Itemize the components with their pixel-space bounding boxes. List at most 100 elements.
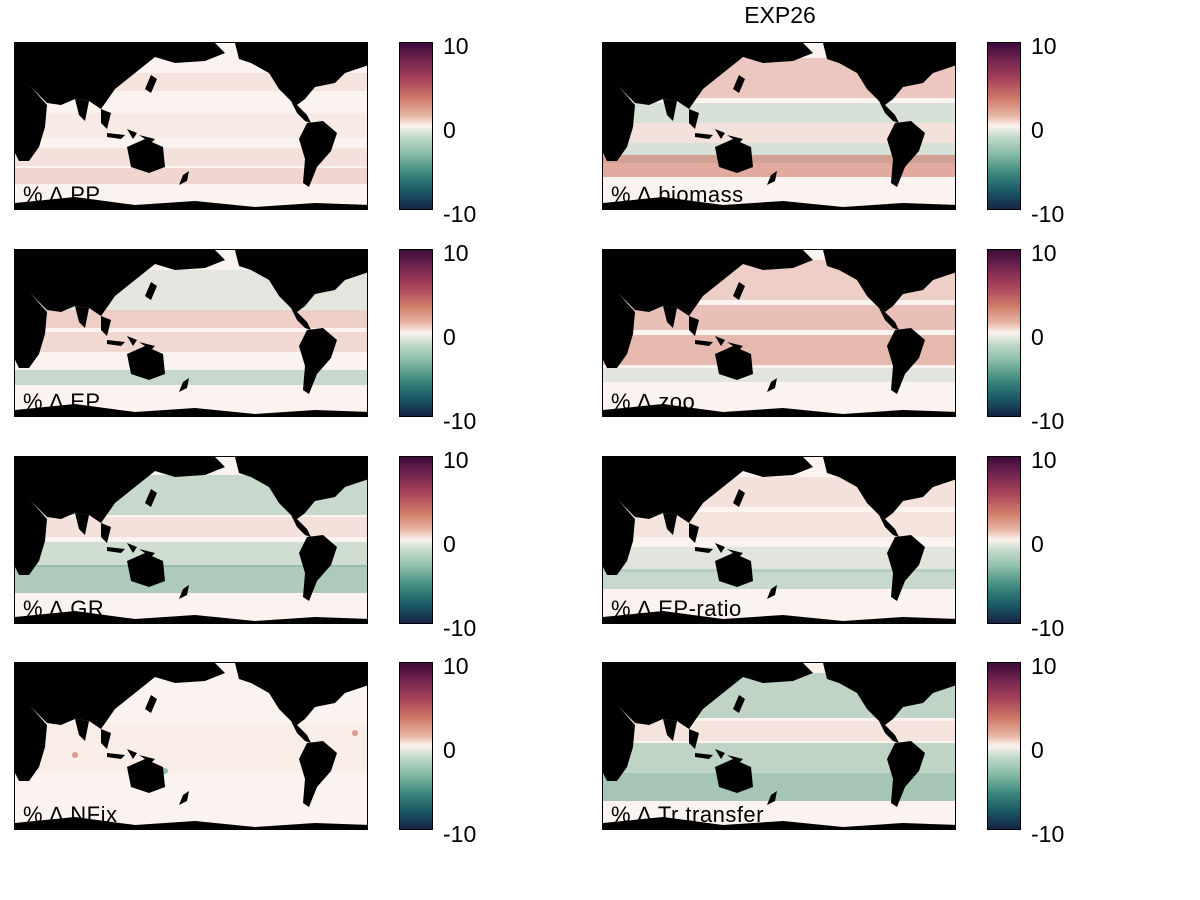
- landmass: [15, 43, 225, 109]
- map-canvas: [603, 663, 955, 829]
- colorbar-min-tick: -10: [1031, 201, 1065, 227]
- colorbar-mid-tick: 0: [443, 531, 456, 557]
- landmass: [933, 250, 955, 266]
- landmass: [299, 121, 337, 187]
- landmass: [15, 197, 367, 209]
- map-canvas: [603, 43, 955, 209]
- ocean-anomaly-spot: [72, 752, 78, 758]
- panel-label: % ∆ EP: [23, 389, 101, 414]
- landmass: [291, 101, 311, 123]
- landmass: [823, 663, 955, 725]
- landmass: [15, 250, 225, 316]
- landmass: [823, 250, 955, 312]
- colorbar-mid-tick: 0: [443, 324, 456, 350]
- landmass: [15, 87, 47, 161]
- landmass: [299, 328, 337, 394]
- colorbar-min-tick: -10: [1031, 615, 1065, 641]
- ocean-anomaly-band: [603, 368, 955, 382]
- landmass: [75, 513, 111, 543]
- landmass: [127, 139, 165, 173]
- panel-label: % ∆ Tr transfer: [611, 802, 764, 827]
- landmass: [291, 308, 311, 330]
- colorbar: [399, 42, 433, 210]
- panel-label: % ∆ zoo: [611, 389, 696, 414]
- colorbar: [399, 456, 433, 624]
- landmass: [933, 457, 955, 473]
- landmass: [345, 250, 367, 266]
- landmass: [715, 139, 753, 173]
- map-panel-gr: % ∆ GR: [14, 456, 368, 624]
- landmass: [299, 741, 337, 807]
- landmass: [145, 75, 157, 93]
- map-canvas: [15, 457, 367, 623]
- landmass: [603, 250, 813, 316]
- landmass: [603, 197, 955, 209]
- colorbar-min-tick: -10: [443, 408, 477, 434]
- colorbar-mid-tick: 0: [443, 117, 456, 143]
- landmass: [603, 611, 955, 623]
- landmass: [887, 741, 925, 807]
- map-panel-ep-ratio: % ∆ EP-ratio: [602, 456, 956, 624]
- colorbar-mid-tick: 0: [1031, 531, 1044, 557]
- map-panel-ep: % ∆ EP: [14, 249, 368, 417]
- landmass: [603, 663, 813, 729]
- landmass: [879, 308, 899, 330]
- landmass: [603, 457, 813, 523]
- map-canvas: [603, 250, 955, 416]
- landmass: [345, 43, 367, 59]
- colorbar: [987, 42, 1021, 210]
- ocean-anomaly-band: [603, 155, 955, 177]
- landmass: [179, 171, 189, 185]
- map-canvas: [603, 457, 955, 623]
- colorbar-mid-tick: 0: [1031, 737, 1044, 763]
- colorbar: [399, 662, 433, 830]
- landmass: [933, 43, 955, 59]
- landmass: [823, 43, 955, 105]
- colorbar-mid-tick: 0: [443, 737, 456, 763]
- colorbar-max-tick: 10: [443, 33, 469, 59]
- ocean-anomaly-band: [15, 148, 367, 166]
- landmass: [15, 663, 225, 729]
- ocean-anomaly-band: [603, 569, 955, 589]
- landmass: [767, 585, 777, 599]
- landmass: [663, 719, 699, 749]
- colorbar-max-tick: 10: [1031, 653, 1057, 679]
- landmass: [291, 515, 311, 537]
- landmass: [603, 501, 635, 575]
- panel-label: % ∆ PP: [23, 182, 101, 207]
- panel-label: % ∆ NFix: [23, 802, 118, 827]
- landmass: [767, 171, 777, 185]
- landmass: [127, 759, 165, 793]
- landmass: [733, 489, 745, 507]
- map-panel-biomass: % ∆ biomass: [602, 42, 956, 210]
- map-canvas: [15, 43, 367, 209]
- landmass: [603, 87, 635, 161]
- landmass: [127, 553, 165, 587]
- ocean-anomaly-band: [15, 168, 367, 184]
- colorbar-min-tick: -10: [1031, 408, 1065, 434]
- panel-label: % ∆ EP-ratio: [611, 596, 742, 621]
- colorbar-mid-tick: 0: [1031, 324, 1044, 350]
- landmass: [603, 817, 955, 829]
- landmass: [603, 43, 813, 109]
- colorbar-min-tick: -10: [443, 615, 477, 641]
- colorbar-min-tick: -10: [1031, 821, 1065, 847]
- map-panel-tr-transfer: % ∆ Tr transfer: [602, 662, 956, 830]
- landmass: [603, 707, 635, 781]
- landmass: [345, 457, 367, 473]
- landmass: [887, 535, 925, 601]
- landmass: [15, 294, 47, 368]
- landmass: [75, 306, 111, 336]
- landmass: [767, 378, 777, 392]
- ocean-anomaly-band: [603, 721, 955, 741]
- colorbar: [987, 662, 1021, 830]
- landmass: [715, 759, 753, 793]
- landmass: [15, 501, 47, 575]
- colorbar-max-tick: 10: [443, 653, 469, 679]
- landmass: [603, 294, 635, 368]
- landmass: [235, 663, 367, 725]
- figure-title: EXP26: [744, 2, 816, 28]
- landmass: [879, 515, 899, 537]
- ocean-anomaly-band: [603, 103, 955, 123]
- landmass: [345, 663, 367, 679]
